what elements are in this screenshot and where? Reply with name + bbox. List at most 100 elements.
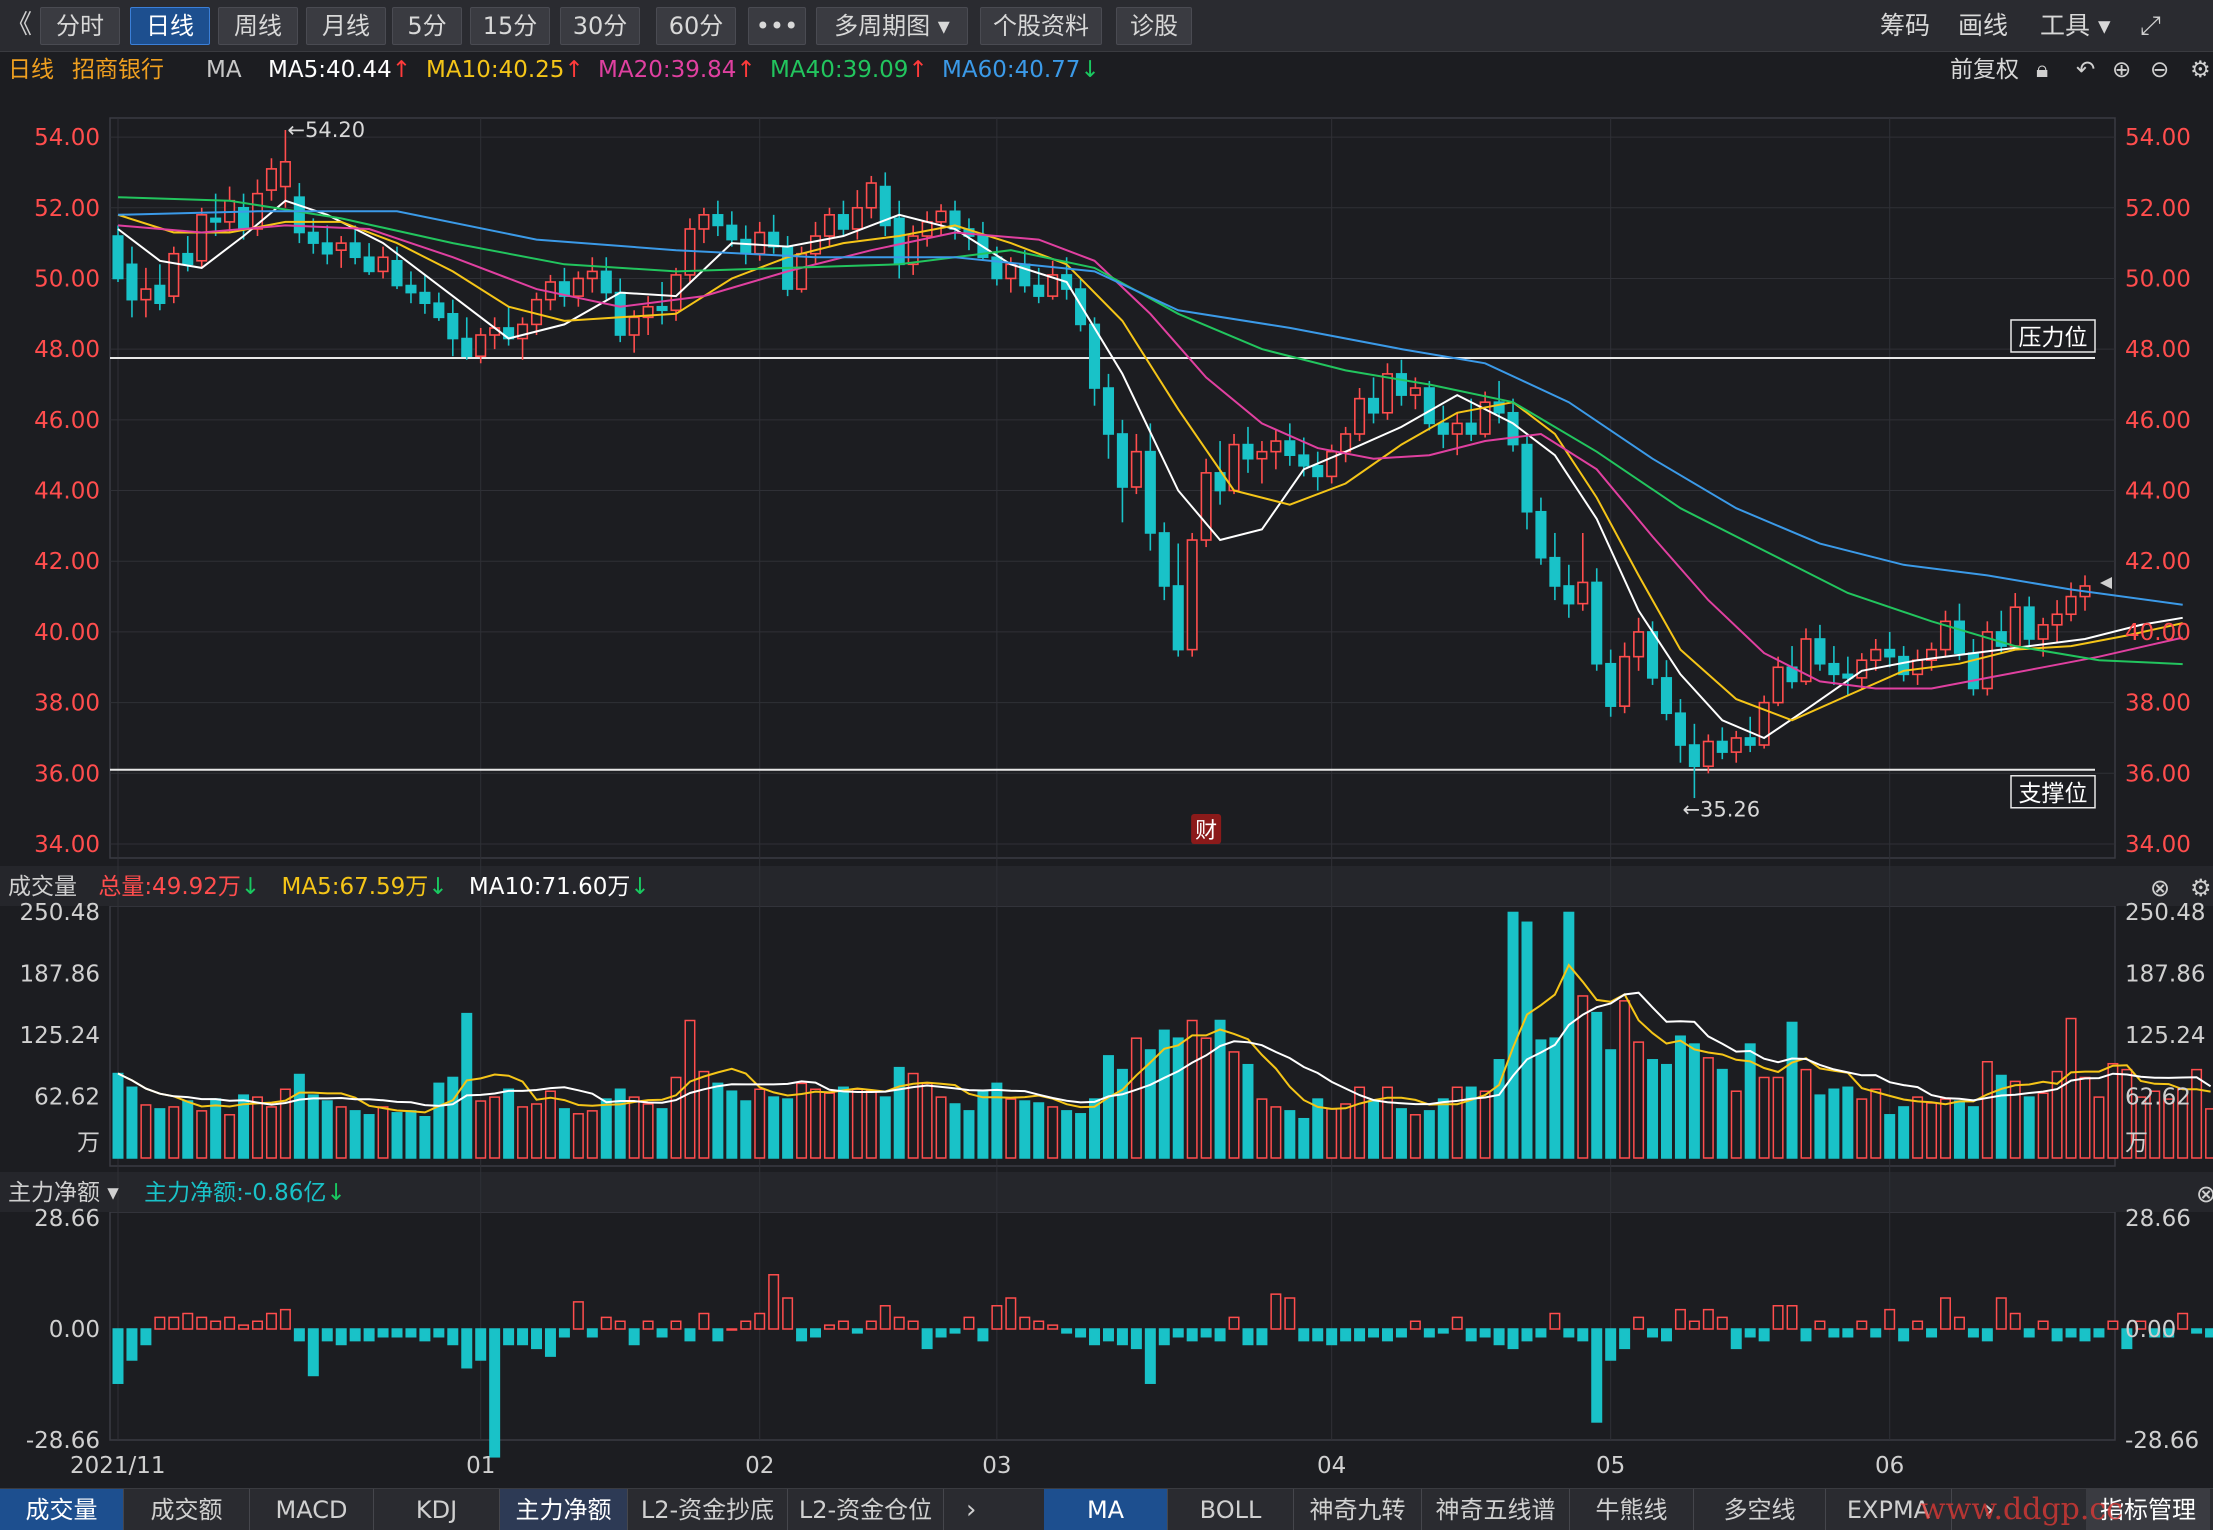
collapse-back-icon[interactable]: 《 bbox=[6, 10, 33, 40]
period-tab-9[interactable]: 多周期图 ▾ bbox=[816, 7, 968, 45]
indicator-tab-0[interactable]: 成交量 bbox=[0, 1489, 124, 1530]
candle-body bbox=[363, 256, 375, 273]
volume-bar bbox=[2065, 1017, 2077, 1159]
period-tab-1[interactable]: 日线 bbox=[130, 7, 210, 45]
zoom-in-icon[interactable]: ⊕ bbox=[2112, 57, 2132, 83]
flow-bar bbox=[1423, 1328, 1435, 1338]
indicator-tab-6[interactable]: L2-资金仓位 bbox=[788, 1489, 944, 1530]
flow-bar bbox=[1493, 1328, 1505, 1346]
volume-bar bbox=[1005, 1098, 1017, 1159]
overlay-tab-2[interactable]: 神奇九转 bbox=[1294, 1489, 1422, 1530]
volume-settings-icon[interactable]: ⚙ bbox=[2190, 874, 2212, 902]
flow-bar bbox=[851, 1328, 863, 1334]
period-tab-2[interactable]: 周线 bbox=[218, 7, 298, 45]
kline-chart[interactable]: 54.00 54.00 52.00 52.00 50.00 50.00 48.00 48.00… bbox=[0, 0, 2213, 1488]
indicator-tab-5[interactable]: L2-资金抄底 bbox=[628, 1489, 788, 1530]
adjust-mode-button[interactable]: 前复权 bbox=[1950, 57, 2019, 83]
draw-line-button[interactable]: 画线 bbox=[1958, 11, 2009, 40]
overlay-tab-5[interactable]: 多空线 bbox=[1694, 1489, 1826, 1530]
flow-bar bbox=[1242, 1328, 1254, 1346]
candle-body bbox=[614, 291, 626, 336]
tools-menu-button[interactable]: 工具 ▾ bbox=[2040, 11, 2111, 40]
volume-bar bbox=[1912, 1096, 1924, 1159]
candle-body bbox=[2023, 606, 2035, 640]
flow-panel-frame bbox=[109, 1211, 2116, 1441]
flow-bar bbox=[1200, 1328, 1212, 1338]
indicator-tab-4[interactable]: 主力净额 bbox=[500, 1489, 628, 1530]
price-tick-left: 48.00 bbox=[34, 337, 100, 363]
volume-bar bbox=[1130, 1037, 1142, 1159]
period-tab-11[interactable]: 诊股 bbox=[1116, 7, 1192, 45]
volume-bar bbox=[2079, 1076, 2091, 1159]
price-tick-left: 42.00 bbox=[34, 549, 100, 575]
fullscreen-icon[interactable]: ⤢ bbox=[2140, 11, 2161, 41]
candle-body bbox=[1716, 740, 1728, 753]
close-panel-icon[interactable]: ⊗ bbox=[2150, 874, 2171, 902]
flow-tick-right: 0.00 bbox=[2125, 1317, 2176, 1343]
volume-bar bbox=[2037, 1092, 2049, 1159]
zoom-out-icon[interactable]: ⊖ bbox=[2150, 57, 2170, 83]
flow-bar bbox=[2065, 1328, 2077, 1338]
candle-body bbox=[1549, 556, 1561, 587]
period-tab-3[interactable]: 月线 bbox=[306, 7, 386, 45]
volume-bar bbox=[1674, 1035, 1686, 1159]
indicator-tab-2[interactable]: MACD bbox=[250, 1489, 374, 1530]
overlay-tab-0[interactable]: MA bbox=[1044, 1489, 1168, 1530]
chips-button[interactable]: 筹码 bbox=[1880, 11, 1931, 40]
volume-bar bbox=[1730, 1090, 1742, 1159]
lock-icon[interactable]: 🔒︎ bbox=[2036, 57, 2049, 83]
ma20-value: MA20:39.84↑ bbox=[598, 57, 756, 83]
flow-bar bbox=[1870, 1328, 1882, 1338]
volume-bar bbox=[1381, 1086, 1393, 1159]
ma-line-ma5 bbox=[117, 199, 2183, 740]
flow-bar bbox=[1479, 1328, 1491, 1338]
period-tab-0[interactable]: 分时 bbox=[40, 7, 120, 45]
volume-bar bbox=[1019, 1100, 1031, 1159]
volume-bar bbox=[1144, 1049, 1156, 1159]
stock-name[interactable]: 招商银行 bbox=[72, 57, 164, 83]
volume-bar bbox=[489, 1096, 501, 1159]
candle-body bbox=[1633, 631, 1645, 658]
undo-icon[interactable]: ↶ bbox=[2076, 57, 2096, 83]
volume-bar bbox=[2121, 1068, 2133, 1159]
candle-body bbox=[921, 221, 933, 237]
flow-bar bbox=[2093, 1328, 2105, 1338]
flow-bar bbox=[1549, 1312, 1561, 1330]
volume-bar bbox=[1772, 1076, 1784, 1159]
flow-bar bbox=[1828, 1328, 1840, 1338]
flow-bar bbox=[2023, 1328, 2035, 1338]
price-tick-right: 46.00 bbox=[2125, 408, 2191, 434]
period-tab-7[interactable]: 60分 bbox=[656, 7, 736, 45]
flow-bar bbox=[112, 1328, 124, 1384]
price-tick-left: 38.00 bbox=[34, 691, 100, 717]
ma-indicator-label[interactable]: MA bbox=[206, 57, 242, 83]
indicator-tab-3[interactable]: KDJ bbox=[374, 1489, 500, 1530]
candle-body bbox=[1158, 532, 1170, 587]
period-tab-5[interactable]: 15分 bbox=[470, 7, 550, 45]
indicator-manage-button[interactable]: 指标管理 bbox=[2086, 1489, 2210, 1530]
price-tick-right: 50.00 bbox=[2125, 266, 2191, 292]
volume-bar bbox=[893, 1066, 905, 1159]
period-tab-4[interactable]: 5分 bbox=[392, 7, 462, 45]
volume-bar bbox=[670, 1076, 682, 1159]
flow-indicator-dropdown[interactable]: 主力净额 ▾ bbox=[8, 1180, 119, 1206]
settings-gear-icon[interactable]: ⚙ bbox=[2190, 57, 2211, 83]
flow-close-icon[interactable]: ⊗ bbox=[2196, 1180, 2213, 1208]
chevron-right-icon[interactable]: › bbox=[966, 1495, 977, 1525]
flow-bar bbox=[238, 1324, 250, 1330]
period-tab-8[interactable]: ••• bbox=[748, 7, 806, 45]
overlay-tab-6[interactable]: EXPMA bbox=[1826, 1489, 1952, 1530]
volume-bar bbox=[140, 1104, 152, 1159]
volume-bar bbox=[321, 1100, 333, 1159]
overlay-tab-3[interactable]: 神奇五线谱 bbox=[1422, 1489, 1570, 1530]
period-tab-10[interactable]: 个股资料 bbox=[980, 7, 1102, 45]
indicator-tab-1[interactable]: 成交额 bbox=[124, 1489, 250, 1530]
more-tabs-chevron-icon[interactable]: › bbox=[1984, 1495, 1995, 1525]
volume-title[interactable]: 成交量 bbox=[8, 874, 77, 900]
candle-body bbox=[279, 161, 291, 188]
volume-bar bbox=[391, 1112, 403, 1159]
overlay-tab-4[interactable]: 牛熊线 bbox=[1570, 1489, 1694, 1530]
volume-bar bbox=[837, 1086, 849, 1159]
overlay-tab-1[interactable]: BOLL bbox=[1168, 1489, 1294, 1530]
period-tab-6[interactable]: 30分 bbox=[560, 7, 640, 45]
